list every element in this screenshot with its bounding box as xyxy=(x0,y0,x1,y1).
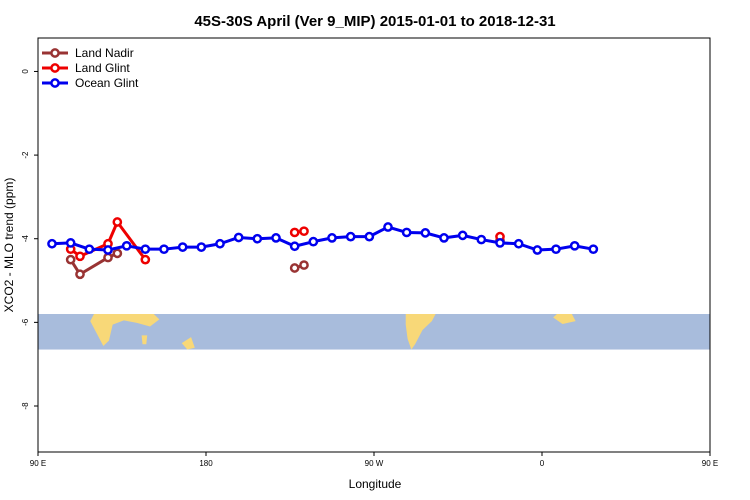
data-point-ocean-glint xyxy=(233,232,244,243)
data-point-land-nadir xyxy=(289,263,300,273)
data-point-ocean-glint xyxy=(84,244,95,255)
data-point-land-glint xyxy=(739,246,746,253)
x-tick-label: 0 xyxy=(540,459,545,468)
data-point-ocean-glint xyxy=(103,245,113,255)
data-point-ocean-glint xyxy=(551,244,561,255)
data-point-land-nadir xyxy=(299,260,309,270)
y-tick-label: -6 xyxy=(21,318,30,326)
data-point-ocean-glint xyxy=(495,238,505,248)
data-point-land-glint xyxy=(112,217,123,227)
y-tick-label: -2 xyxy=(21,151,30,159)
data-point-land-nadir xyxy=(103,252,113,263)
data-point-ocean-glint xyxy=(47,238,57,249)
legend-marker xyxy=(50,78,60,88)
legend-item-land-nadir: Land Nadir xyxy=(42,46,134,60)
x-axis-label: Longitude xyxy=(349,477,402,491)
legend-item-ocean-glint: Ocean Glint xyxy=(42,76,139,90)
data-point-ocean-glint xyxy=(457,230,468,241)
map-land xyxy=(553,314,576,324)
y-tick-label: 0 xyxy=(21,69,30,74)
series-ocean-glint xyxy=(47,222,599,255)
series-layer xyxy=(47,217,750,280)
y-axis-label: XCO2 - MLO trend (ppm) xyxy=(2,178,16,313)
map-land xyxy=(181,337,195,350)
data-point-ocean-glint xyxy=(140,244,151,255)
data-point-ocean-glint xyxy=(364,231,375,242)
data-point-land-glint xyxy=(140,254,151,265)
data-point-ocean-glint xyxy=(196,242,207,252)
data-point-ocean-glint xyxy=(177,242,188,252)
y-tick-label: -8 xyxy=(21,402,30,410)
data-point-land-glint xyxy=(289,227,300,238)
x-tick-label: 90 W xyxy=(365,459,384,468)
data-point-ocean-glint xyxy=(401,227,412,238)
data-point-ocean-glint xyxy=(252,233,263,244)
data-point-ocean-glint xyxy=(513,238,524,249)
data-point-land-nadir xyxy=(739,256,746,263)
legend-label: Ocean Glint xyxy=(75,76,139,90)
data-point-ocean-glint xyxy=(476,234,487,245)
axes: 90 E 180 90 W 0 90 E 0 -2 -4 -6 -8 xyxy=(21,37,718,468)
plot-frame xyxy=(37,37,711,453)
data-point-ocean-glint xyxy=(271,233,281,243)
data-point-land-nadir xyxy=(112,248,123,259)
series-line-ocean-glint xyxy=(51,225,594,252)
series-land-nadir xyxy=(65,235,750,280)
legend-marker xyxy=(50,48,60,58)
legend-label: Land Nadir xyxy=(75,46,134,60)
data-point-ocean-glint xyxy=(159,244,169,255)
data-point-ocean-glint xyxy=(383,222,393,232)
data-point-ocean-glint xyxy=(121,240,132,251)
series-land-glint xyxy=(65,217,750,265)
data-point-ocean-glint xyxy=(420,228,431,238)
legend-item-land-glint: Land Glint xyxy=(42,61,130,75)
data-point-ocean-glint xyxy=(439,233,449,243)
map-land xyxy=(141,335,148,345)
data-point-ocean-glint xyxy=(308,236,319,247)
chart-title: 45S-30S April (Ver 9_MIP) 2015-01-01 to … xyxy=(194,13,555,30)
series-line-land-nadir xyxy=(69,251,118,276)
x-tick-label: 90 E xyxy=(30,459,46,468)
data-point-ocean-glint xyxy=(289,241,300,252)
data-point-ocean-glint xyxy=(569,240,580,251)
legend-marker xyxy=(50,63,60,73)
data-point-ocean-glint xyxy=(345,231,356,242)
y-tick-label: -4 xyxy=(21,235,30,243)
map-land xyxy=(90,314,160,346)
series-line-land-nadir xyxy=(743,253,750,274)
x-tick-label: 90 E xyxy=(702,459,718,468)
map-land xyxy=(405,314,436,350)
x-tick-label: 180 xyxy=(199,459,213,468)
data-point-ocean-glint xyxy=(327,233,337,243)
legend-label: Land Glint xyxy=(75,61,130,75)
data-point-land-nadir xyxy=(65,254,76,265)
series-line-land-glint xyxy=(743,222,750,260)
map-strip xyxy=(38,314,710,350)
data-point-land-glint xyxy=(75,251,85,262)
data-point-land-glint xyxy=(299,226,309,237)
data-point-ocean-glint xyxy=(532,245,543,255)
data-point-ocean-glint xyxy=(588,244,599,255)
data-point-ocean-glint xyxy=(215,238,225,249)
data-point-land-nadir xyxy=(75,269,85,280)
data-point-ocean-glint xyxy=(65,238,76,248)
